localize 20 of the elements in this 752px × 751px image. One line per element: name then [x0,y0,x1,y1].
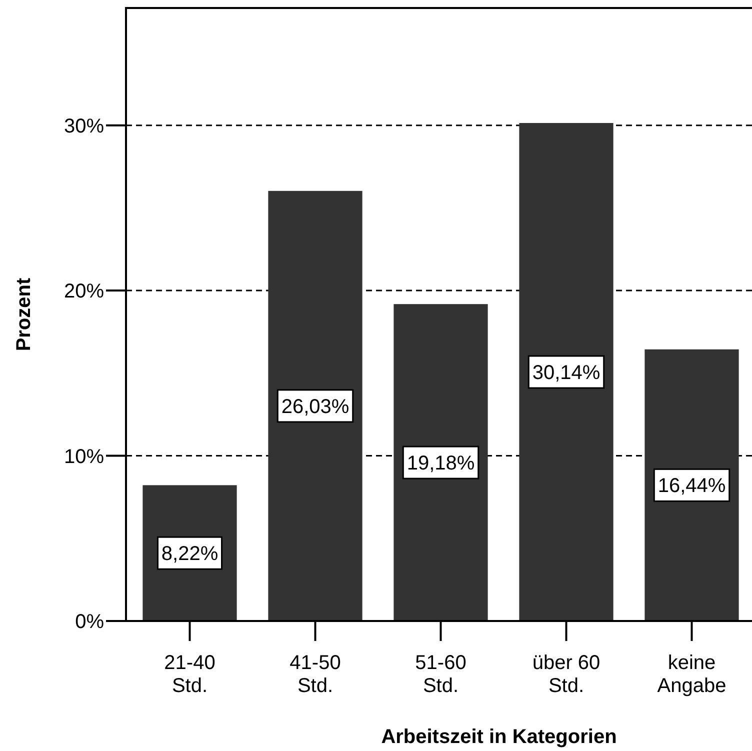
data-label: 8,22% [161,543,218,566]
x-tick-label: keine Angabe [657,652,726,697]
x-tick-label: über 60 Std. [532,652,600,697]
bar [644,349,739,621]
y-tick-label: 0% [75,611,104,633]
bar [268,190,362,621]
data-label: 16,44% [658,475,726,498]
y-tick-label: 30% [64,115,104,138]
data-label: 19,18% [406,452,475,475]
data-label: 30,14% [532,362,600,384]
x-axis-title: Arbeitszeit in Kategorien [381,726,617,748]
x-tick-label: 21-40 Std. [164,652,216,697]
y-tick-label: 10% [64,446,104,468]
y-tick-label: 20% [64,280,104,303]
y-axis-title: Prozent [13,277,35,352]
x-tick-label: 41-50 Std. [290,652,341,697]
x-tick-label: 51-60 Std. [415,652,466,697]
bar [519,123,614,621]
data-label: 26,03% [281,396,350,418]
bar [394,304,488,621]
